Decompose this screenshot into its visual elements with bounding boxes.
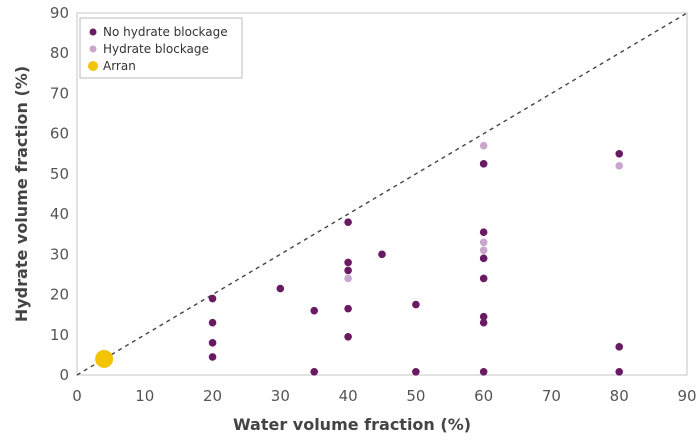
data-point-no-hydrate-blockage bbox=[412, 300, 420, 309]
legend-box bbox=[79, 17, 243, 79]
x-tick-label: 60 bbox=[474, 387, 493, 405]
data-point-no-hydrate-blockage bbox=[615, 149, 624, 158]
legend-marker bbox=[88, 61, 98, 71]
legend-marker bbox=[89, 45, 97, 53]
data-point-no-hydrate-blockage bbox=[208, 353, 217, 361]
legend-label: No hydrate blockage bbox=[103, 25, 228, 39]
x-tick-label: 50 bbox=[406, 387, 425, 405]
data-point-no-hydrate-blockage bbox=[479, 228, 488, 237]
data-point-hydrate-blockage bbox=[615, 162, 624, 170]
y-tick-label: 70 bbox=[50, 84, 69, 102]
data-point-no-hydrate-blockage bbox=[310, 306, 319, 315]
y-tick-label: 10 bbox=[50, 326, 69, 344]
y-tick-label: 40 bbox=[50, 205, 69, 223]
data-point-no-hydrate-blockage bbox=[208, 318, 217, 327]
x-tick-label: 20 bbox=[203, 387, 222, 405]
data-point-hydrate-blockage bbox=[479, 238, 488, 247]
y-tick-label: 60 bbox=[50, 125, 69, 143]
data-point-hydrate-blockage bbox=[344, 274, 352, 283]
data-point-hydrate-blockage bbox=[479, 141, 488, 150]
data-point-no-hydrate-blockage bbox=[479, 312, 488, 321]
y-tick-label: 30 bbox=[50, 245, 69, 263]
data-point-no-hydrate-blockage bbox=[378, 250, 386, 259]
y-tick-label: 80 bbox=[50, 44, 69, 62]
data-point-no-hydrate-blockage bbox=[479, 367, 488, 376]
data-point-no-hydrate-blockage bbox=[615, 367, 624, 376]
data-point-no-hydrate-blockage bbox=[208, 294, 217, 303]
data-point-no-hydrate-blockage bbox=[479, 254, 488, 263]
y-tick-label: 90 bbox=[50, 4, 69, 22]
x-tick-label: 70 bbox=[542, 387, 561, 405]
reference-line bbox=[76, 12, 688, 376]
x-axis-title: Water volume fraction (%) bbox=[233, 415, 471, 434]
legend-label: Hydrate blockage bbox=[103, 42, 209, 56]
data-point-no-hydrate-blockage bbox=[208, 339, 217, 347]
data-point-no-hydrate-blockage bbox=[479, 318, 488, 327]
data-point-no-hydrate-blockage bbox=[344, 304, 352, 313]
data-point-no-hydrate-blockage bbox=[479, 274, 488, 283]
data-point-no-hydrate-blockage bbox=[344, 332, 352, 341]
data-point-no-hydrate-blockage bbox=[479, 160, 488, 168]
data-point-no-hydrate-blockage bbox=[615, 343, 624, 351]
data-point-arran bbox=[95, 349, 114, 368]
x-tick-label: 40 bbox=[339, 387, 358, 405]
y-tick-label: 50 bbox=[50, 165, 69, 183]
y-tick-label: 0 bbox=[59, 366, 69, 384]
y-axis-title: Hydrate volume fraction (%) bbox=[12, 66, 31, 322]
y-tick-label: 20 bbox=[50, 286, 69, 304]
legend-label: Arran bbox=[103, 59, 136, 73]
data-point-no-hydrate-blockage bbox=[412, 367, 420, 376]
legend-marker bbox=[89, 28, 97, 36]
data-point-no-hydrate-blockage bbox=[344, 218, 352, 226]
data-point-no-hydrate-blockage bbox=[276, 284, 285, 293]
x-tick-label: 10 bbox=[135, 387, 154, 405]
x-tick-label: 0 bbox=[72, 387, 82, 405]
data-point-no-hydrate-blockage bbox=[310, 367, 319, 376]
plot-frame bbox=[76, 12, 688, 376]
x-tick-label: 30 bbox=[271, 387, 290, 405]
x-tick-label: 90 bbox=[677, 387, 696, 405]
data-point-no-hydrate-blockage bbox=[344, 266, 352, 275]
data-point-hydrate-blockage bbox=[479, 246, 488, 255]
data-point-no-hydrate-blockage bbox=[344, 258, 352, 267]
x-tick-label: 80 bbox=[610, 387, 629, 405]
